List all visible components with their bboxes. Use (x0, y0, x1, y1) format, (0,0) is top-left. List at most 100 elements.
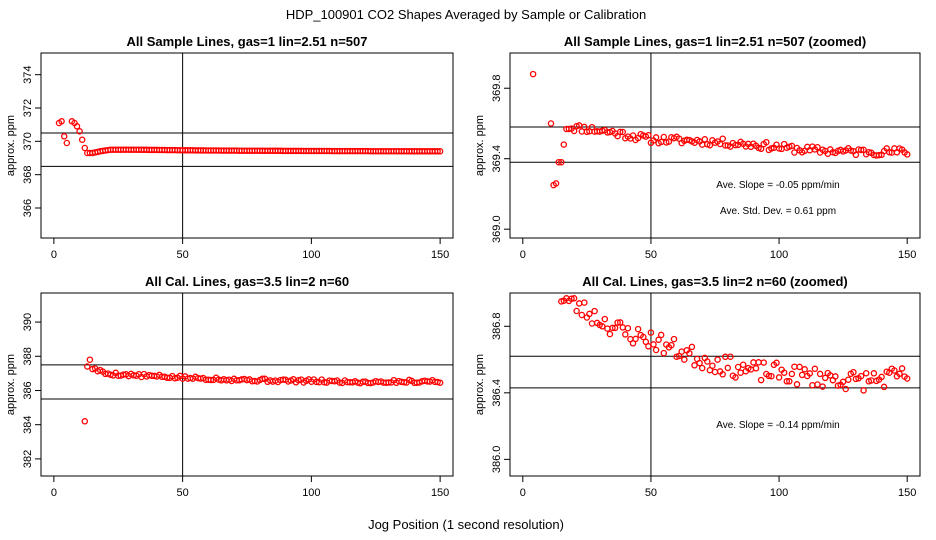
x-tick-label: 50 (645, 249, 657, 261)
data-point (845, 376, 852, 383)
data-point (84, 363, 91, 370)
x-tick-label: 0 (520, 249, 526, 261)
data-point (570, 127, 578, 135)
data-point (89, 365, 96, 373)
data-point (698, 364, 706, 372)
y-tick-label: 382 (22, 450, 34, 468)
data-point (891, 367, 898, 374)
data-point (691, 362, 698, 369)
data-point (786, 378, 793, 385)
data-point (806, 370, 814, 377)
data-point (875, 151, 883, 159)
data-point (686, 350, 693, 357)
y-tick-label: 366 (22, 199, 34, 217)
data-point (852, 151, 860, 159)
data-point (336, 379, 343, 386)
plot-frame (40, 52, 454, 239)
data-point (81, 144, 89, 152)
data-point (568, 295, 575, 302)
data-point (757, 376, 765, 384)
panel-4: All Cal. Lines, gas=3.5 lin=2 n=60 (zoom… (474, 274, 921, 499)
data-point (624, 324, 632, 332)
data-point (814, 143, 821, 151)
data-point (606, 330, 614, 338)
plot-frame (40, 292, 454, 477)
data-point (670, 335, 678, 343)
data-point (259, 375, 266, 383)
plot-frame (509, 52, 921, 239)
y-tick-label: 386.0 (491, 446, 503, 474)
data-point (436, 148, 444, 155)
data-point (701, 136, 709, 143)
data-point (591, 307, 598, 315)
panel-2: All Sample Lines, gas=1 lin=2.51 n=507 (… (474, 34, 921, 261)
y-axis-label: approx. ppm (5, 115, 17, 176)
y-tick-label: 386.8 (491, 313, 503, 341)
x-tick-label: 150 (898, 487, 916, 499)
data-point (616, 128, 624, 136)
x-tick-label: 50 (645, 487, 657, 499)
panel-1: All Sample Lines, gas=1 lin=2.51 n=507 0 5… (5, 34, 454, 261)
data-point (783, 378, 791, 385)
data-point (588, 320, 596, 327)
data-point (560, 141, 568, 148)
y-axis-label: approx. ppm (5, 354, 17, 415)
data-point (604, 325, 611, 332)
data-point (722, 353, 729, 361)
plot-area (510, 53, 920, 238)
data-point (573, 307, 580, 315)
data-point (719, 371, 726, 378)
data-point (668, 341, 675, 349)
data-point (793, 381, 801, 388)
y-tick-label: 374 (22, 65, 34, 83)
data-point (171, 375, 179, 382)
panels: All Sample Lines, gas=1 lin=2.51 n=507 0 5… (5, 34, 921, 499)
x-tick-label: 0 (520, 487, 526, 499)
data-point (634, 325, 642, 333)
data-point (614, 319, 621, 326)
main-title: HDP_100901 CO2 Shapes Averaged by Sample… (286, 7, 646, 22)
data-point (678, 348, 685, 355)
data-point (870, 370, 878, 377)
data-point (709, 362, 716, 369)
data-point (896, 370, 903, 378)
data-point (619, 324, 627, 331)
data-point (732, 374, 739, 381)
data-point (434, 148, 441, 155)
data-point (765, 372, 773, 380)
data-point (578, 311, 586, 319)
data-point (632, 335, 639, 343)
data-point (529, 70, 537, 78)
data-point (63, 139, 71, 147)
data-point (76, 128, 83, 135)
data-point (788, 142, 796, 150)
data-point (788, 370, 796, 378)
data-point (555, 158, 562, 166)
y-tick-label: 390 (22, 313, 34, 331)
data-point (798, 371, 806, 379)
data-point (739, 361, 747, 368)
data-point (752, 365, 760, 372)
data-point (78, 136, 86, 143)
data-point (732, 141, 739, 149)
annotation: Ave. Slope = -0.14 ppm/min (716, 420, 840, 431)
data-point (727, 353, 734, 360)
data-point (706, 141, 714, 149)
data-point (704, 358, 711, 365)
x-tick-label: 0 (51, 487, 57, 499)
data-point (313, 378, 320, 386)
data-point (609, 324, 616, 332)
x-tick-label: 0 (51, 249, 57, 261)
data-point (773, 359, 780, 367)
data-point (903, 375, 911, 382)
data-point (652, 134, 660, 141)
data-point (655, 336, 662, 344)
data-point (734, 363, 742, 371)
data-point (755, 359, 762, 366)
data-point (819, 383, 826, 390)
plot-area (41, 53, 453, 238)
x-tick-label: 100 (770, 487, 788, 499)
data-point (724, 364, 732, 372)
data-point (714, 356, 721, 363)
